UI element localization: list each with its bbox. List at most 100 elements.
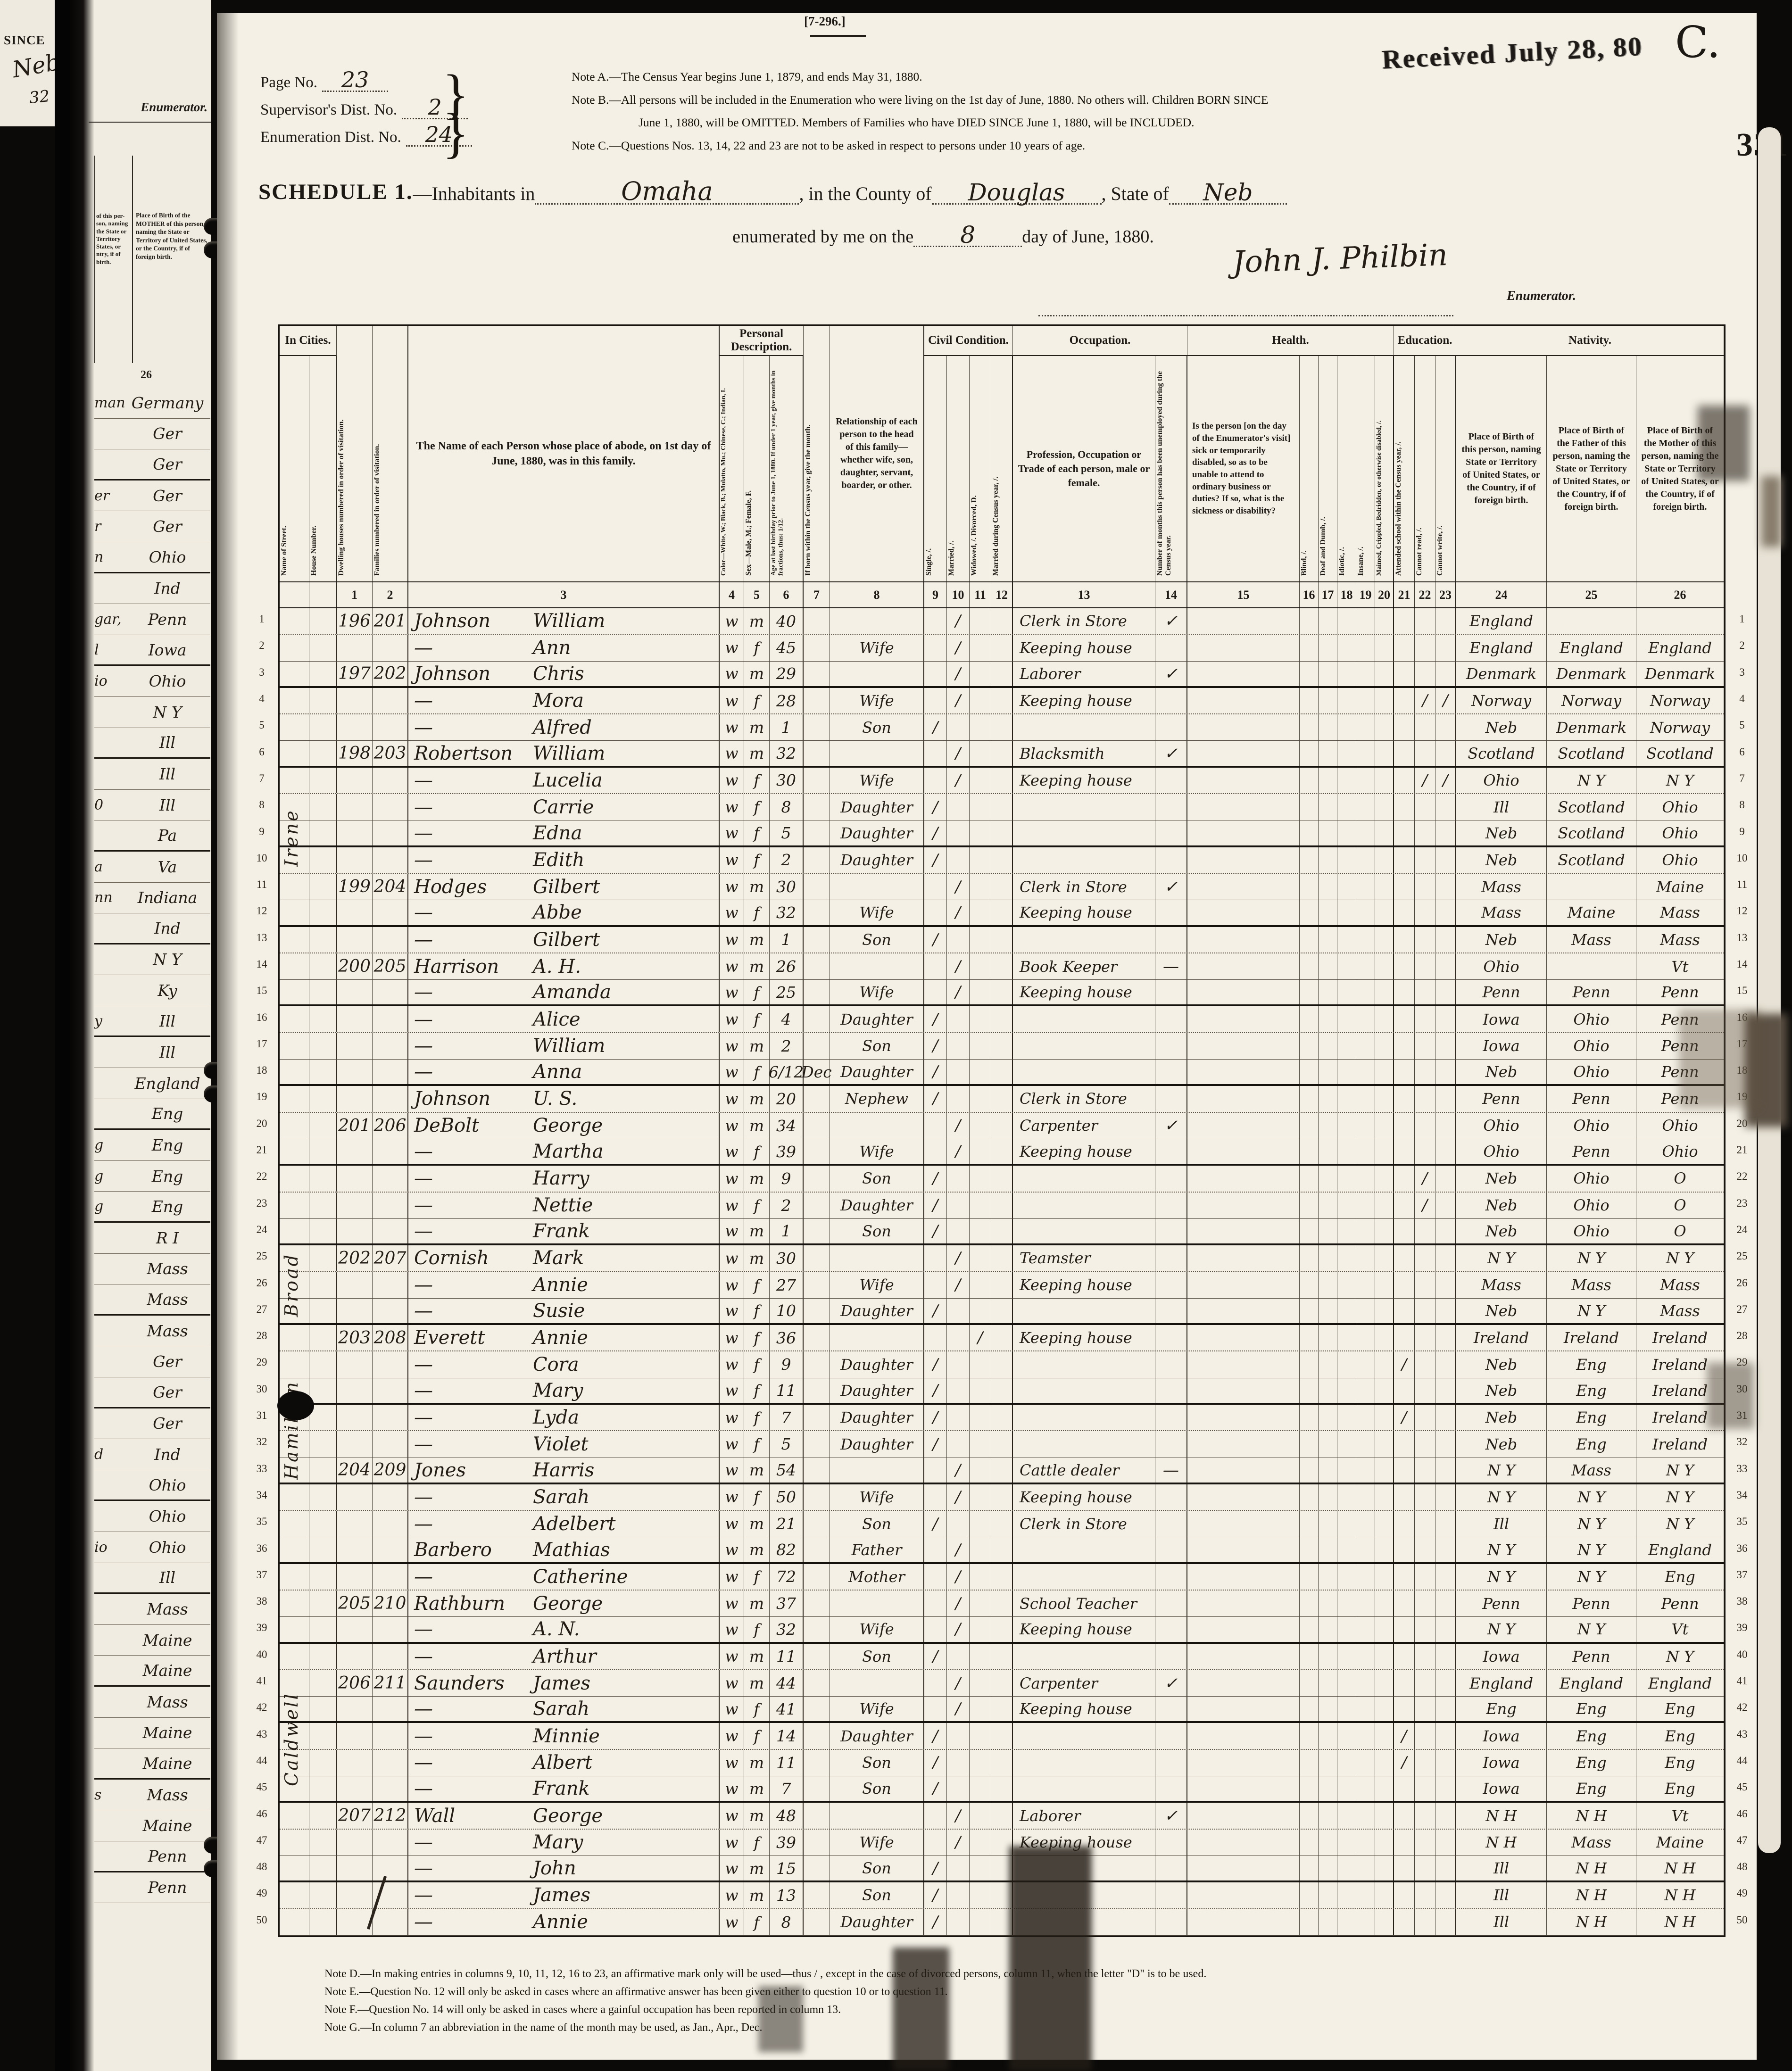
cell-birthplace-father: N H — [1547, 1882, 1636, 1908]
stain — [1698, 406, 1750, 481]
cell-sickness — [1187, 1404, 1300, 1431]
cell-birthplace-mother: Maine — [1636, 873, 1724, 900]
cell-birth-month: Dec — [801, 1060, 832, 1085]
cell-insane — [1356, 608, 1375, 634]
cell-attended-school: / — [1394, 1404, 1415, 1431]
left-page-row: io Ohio — [94, 666, 210, 697]
cell-sickness — [1187, 1086, 1300, 1112]
cell-attended-school — [1394, 714, 1415, 741]
row-number: 24 — [256, 1223, 267, 1235]
cell-birthplace-self: Neb — [1456, 1218, 1547, 1244]
cell-house-number — [309, 1723, 337, 1749]
cell-relationship — [830, 1803, 924, 1829]
cell-color: w — [720, 927, 744, 953]
cell-occupation — [1013, 1431, 1155, 1458]
cell-sickness — [1187, 608, 1300, 634]
cell-color: w — [720, 1245, 744, 1271]
cell-single — [924, 1484, 947, 1510]
cell-single: / — [924, 1643, 947, 1669]
row-number: 50 — [256, 1914, 267, 1926]
column-number: 10 — [947, 582, 970, 607]
cell-sickness — [1187, 1776, 1300, 1801]
cell-sickness — [1187, 1882, 1300, 1908]
cell-blind — [1300, 1086, 1319, 1112]
surname: — — [414, 1061, 433, 1083]
cell-married-census-year — [991, 1060, 1013, 1085]
column-number: 24 — [1456, 582, 1547, 607]
cell-cannot-read — [1415, 1086, 1435, 1112]
cell-single: / — [924, 1431, 947, 1458]
left-page-row: Maine — [94, 1810, 210, 1841]
cell-relationship: Daughter — [830, 794, 924, 820]
cell-name: Johnson U. S. — [408, 1086, 720, 1112]
cell-deaf-dumb — [1319, 1511, 1337, 1537]
cell-cannot-write — [1435, 1590, 1456, 1617]
cell-color: w — [720, 741, 744, 766]
cell-birthplace-mother: Penn — [1636, 1006, 1724, 1032]
cell-birth-month — [804, 1325, 830, 1351]
cell-birthplace-father: N H — [1547, 1803, 1636, 1829]
cell-cannot-write — [1435, 1272, 1456, 1298]
cell-cannot-write — [1435, 980, 1456, 1005]
row-number: 20 — [256, 1117, 267, 1129]
cell-attended-school: / — [1394, 1723, 1415, 1749]
row-number: 7 — [1739, 772, 1745, 784]
cell-widowed — [970, 820, 991, 845]
cell-widowed — [970, 1882, 991, 1908]
cell-disabled — [1375, 1404, 1394, 1431]
cell-name: — Martha — [408, 1139, 720, 1164]
cell-birth-month — [804, 1086, 830, 1112]
cell-cannot-read — [1415, 1272, 1435, 1298]
cell-deaf-dumb — [1319, 873, 1337, 900]
cell-months-unemployed — [1155, 900, 1187, 925]
cell-birthplace-mother: Eng — [1636, 1564, 1724, 1590]
cell-relationship: Mother — [830, 1564, 924, 1590]
cell-birth-month — [804, 1484, 830, 1510]
cell-sickness — [1187, 714, 1300, 741]
cell-street — [280, 1749, 309, 1776]
cell-street — [280, 900, 309, 925]
cell-single: / — [924, 1006, 947, 1032]
row-number: 17 — [1736, 1037, 1748, 1050]
surname: — — [414, 1486, 433, 1508]
cell-attended-school — [1394, 635, 1415, 661]
cell-cannot-read — [1415, 1378, 1435, 1403]
cell-married: / — [947, 688, 970, 714]
cell-idiotic — [1337, 1882, 1356, 1908]
cell-house-number — [309, 820, 337, 845]
cell-street — [280, 1458, 309, 1483]
cell-married — [947, 1909, 970, 1935]
received-stamp: Received July 28, 80 — [1381, 31, 1644, 75]
table-row: 207 212 Wall George w m 48 / Laborer ✓ N … — [280, 1803, 1724, 1830]
left-page-row: Penn — [94, 1872, 210, 1904]
cell-blind — [1300, 820, 1319, 845]
cell-months-unemployed: — — [1155, 953, 1187, 980]
cell-birthplace-self: Penn — [1456, 1590, 1547, 1617]
cell-insane — [1356, 1749, 1375, 1776]
cell-birthplace-mother: Penn — [1636, 1033, 1724, 1060]
table-body: 196 201 Johnson William w m 40 / Clerk in… — [280, 608, 1724, 1936]
cell-cannot-read — [1415, 1697, 1435, 1722]
cell-relationship: Wife — [830, 900, 924, 925]
given-name: Mary — [533, 1831, 583, 1854]
cell-birthplace-self: Eng — [1456, 1697, 1547, 1722]
cell-house-number — [309, 1909, 337, 1935]
row-number: 14 — [256, 958, 267, 970]
cell-deaf-dumb — [1319, 1617, 1337, 1642]
cell-birth-month — [804, 661, 830, 686]
cell-cannot-write — [1435, 741, 1456, 766]
cell-birth-month — [804, 1458, 830, 1483]
cell-blind — [1300, 1856, 1319, 1881]
cell-attended-school — [1394, 1060, 1415, 1085]
cell-married — [947, 1404, 970, 1431]
cell-insane — [1356, 1882, 1375, 1908]
left-col26-value: R I — [156, 1228, 179, 1247]
left-page-row: Mass — [94, 1254, 210, 1285]
cell-birthplace-self: Ill — [1456, 1511, 1547, 1537]
cell-name: Cornish Mark — [408, 1245, 720, 1271]
cell-single — [924, 1829, 947, 1856]
col9-header: Single, /. — [924, 356, 947, 581]
cell-birthplace-self: Neb — [1456, 1166, 1547, 1192]
row-number: 39 — [256, 1622, 267, 1634]
cell-single — [924, 1272, 947, 1298]
